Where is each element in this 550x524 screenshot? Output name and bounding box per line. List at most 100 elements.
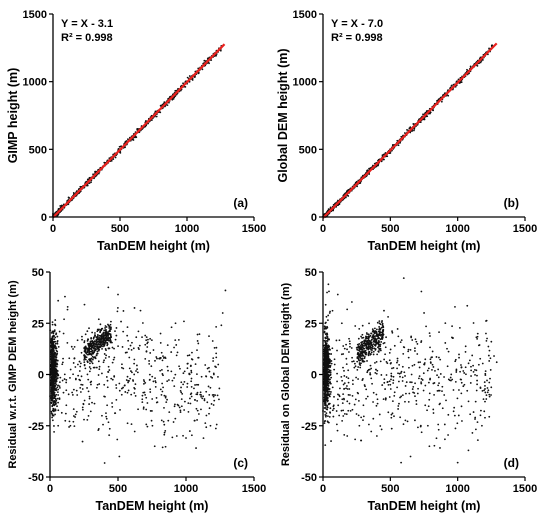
data-point <box>88 352 91 355</box>
data-point <box>90 357 93 360</box>
data-point <box>323 400 326 403</box>
x-tick-label: 1500 <box>242 223 266 235</box>
data-point <box>72 415 75 417</box>
data-point <box>347 409 350 412</box>
data-point <box>381 384 384 386</box>
data-point <box>76 394 79 396</box>
data-point <box>362 351 364 354</box>
data-point <box>87 338 89 341</box>
data-point <box>424 404 427 407</box>
data-point <box>73 345 76 348</box>
data-point <box>155 115 158 118</box>
data-point <box>66 341 69 344</box>
data-point <box>205 390 208 393</box>
data-point <box>376 321 379 324</box>
data-point <box>208 412 210 415</box>
data-point <box>109 336 112 339</box>
data-point <box>406 420 409 423</box>
data-point <box>427 381 430 384</box>
data-point <box>374 338 377 340</box>
data-point <box>173 346 175 349</box>
data-point <box>323 325 326 328</box>
data-point <box>350 301 353 303</box>
data-point <box>106 386 109 389</box>
data-point <box>360 344 362 347</box>
data-point <box>460 381 463 384</box>
y-tick-label: 1000 <box>293 77 317 89</box>
data-point <box>50 410 53 413</box>
data-point <box>72 348 74 350</box>
data-point <box>212 360 215 362</box>
data-point <box>66 308 69 311</box>
x-tick-label: 1000 <box>445 223 469 235</box>
data-point <box>96 350 99 353</box>
data-point <box>375 361 378 363</box>
data-point <box>90 380 93 383</box>
data-point <box>391 144 394 146</box>
data-point <box>485 394 488 397</box>
data-point <box>423 312 425 314</box>
data-point <box>411 364 414 367</box>
data-point <box>328 390 331 393</box>
data-point <box>96 335 99 338</box>
data-point <box>339 387 341 390</box>
data-point <box>324 410 326 413</box>
data-point <box>137 408 139 411</box>
data-point <box>183 400 186 403</box>
data-point <box>120 320 122 323</box>
data-point <box>378 337 381 340</box>
data-point <box>83 303 86 306</box>
data-point <box>403 346 406 349</box>
data-point <box>72 388 75 391</box>
data-point <box>97 428 100 430</box>
data-point <box>54 408 57 411</box>
data-point <box>87 390 90 393</box>
data-point <box>50 371 53 374</box>
data-point <box>326 404 329 407</box>
data-point <box>132 347 135 350</box>
data-point <box>428 445 431 448</box>
data-point <box>337 393 339 396</box>
data-point <box>481 362 484 365</box>
data-point <box>405 381 408 384</box>
data-point <box>58 330 61 333</box>
data-point <box>396 328 399 330</box>
data-point <box>388 396 391 398</box>
data-point <box>381 329 384 332</box>
data-point <box>106 404 109 407</box>
data-point <box>180 405 183 408</box>
data-point <box>365 335 368 338</box>
data-point <box>451 325 453 328</box>
data-point <box>333 395 335 398</box>
data-point <box>168 411 171 414</box>
data-point <box>190 377 193 380</box>
data-point <box>51 323 54 326</box>
data-point <box>224 289 227 292</box>
data-point <box>60 411 63 414</box>
data-point <box>324 384 327 387</box>
data-point <box>54 373 57 376</box>
data-point <box>63 378 66 380</box>
data-point <box>400 395 403 398</box>
data-point <box>432 366 435 368</box>
data-point <box>214 427 217 430</box>
data-point <box>208 366 210 369</box>
data-point <box>358 359 360 361</box>
data-point <box>444 342 447 344</box>
data-point <box>363 344 366 347</box>
data-point <box>88 347 91 350</box>
data-point <box>162 374 164 377</box>
data-point <box>447 350 450 353</box>
data-point <box>100 341 103 344</box>
data-point <box>126 375 129 378</box>
data-point <box>113 375 116 378</box>
data-point <box>87 414 90 417</box>
data-point <box>451 337 454 339</box>
data-point <box>97 374 100 376</box>
data-point <box>87 378 90 381</box>
data-point <box>136 128 138 130</box>
data-point <box>381 332 384 335</box>
data-point <box>476 439 479 441</box>
data-point <box>137 346 140 349</box>
data-point <box>88 345 90 348</box>
